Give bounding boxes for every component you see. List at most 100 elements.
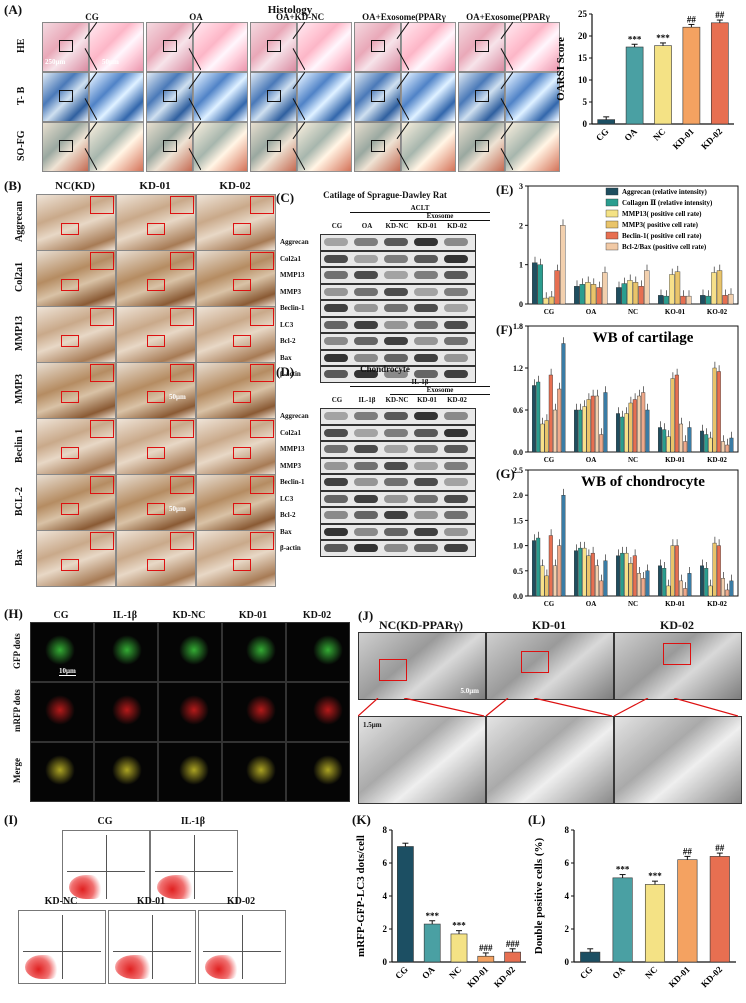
histology-overview-image: [42, 72, 89, 122]
ihc-row-label-4: Beclin 1: [14, 428, 25, 463]
flow-cytometry-plot: [62, 830, 150, 904]
wb-title: Catilage of Sprague-Dawley Rat: [323, 190, 447, 200]
chart-title: WB of cartilage: [593, 330, 694, 346]
panel-label-k: (K): [352, 812, 371, 827]
histology-row-label-1: T- B: [16, 86, 27, 106]
bar-KD-02: [504, 951, 521, 963]
bar-KO-02-4: [722, 295, 728, 305]
histology-overview-image: [354, 22, 401, 72]
bar-KD-01-4: [674, 545, 679, 597]
wb-strip: [320, 333, 476, 350]
histology-zoom-image: [505, 72, 560, 122]
y-tick-label: 10: [578, 75, 588, 85]
legend-swatch: [605, 242, 619, 251]
legend-swatch: [605, 220, 619, 229]
wb-lane-label: KD-NC: [385, 222, 409, 230]
zoom-connector-lines: [358, 698, 738, 717]
wb-row-label: LC3: [280, 494, 294, 503]
bar-OA-5: [594, 565, 599, 597]
y-tick-label: 0.6: [513, 406, 523, 415]
cell-signal: [246, 755, 276, 785]
wb-band: [354, 511, 378, 519]
wb-band: [444, 412, 468, 420]
zoom-region-box: [233, 335, 251, 347]
quadrant-line-h: [67, 871, 145, 872]
cell-signal: [179, 695, 209, 725]
flow-cytometry-plot: [18, 910, 106, 984]
fluor-col-1: IL-1β: [112, 610, 138, 621]
y-axis-label: Double positive cells (%): [533, 837, 545, 954]
wb-lane-label: KD-01: [417, 222, 437, 230]
histology-zoom-image: [401, 22, 456, 72]
y-tick-label: 20: [578, 31, 588, 41]
cell-signal: [313, 635, 343, 665]
wb-strip: [320, 441, 476, 458]
cell-signal: [112, 695, 142, 725]
zoom-inset-box: [250, 532, 274, 550]
zoom-region-box: [266, 39, 281, 52]
fluor-col-2: KD-NC: [172, 610, 206, 621]
zoom-region-box: [233, 391, 251, 403]
zoom-region-box: [233, 223, 251, 235]
x-tick-label: CG: [544, 456, 555, 464]
bar-CG: [580, 951, 601, 963]
histology-overview-image: [250, 122, 297, 172]
wb-band: [414, 478, 438, 486]
zoom-region-box: [521, 651, 549, 673]
fluorescence-image: [286, 622, 350, 682]
ihc-image: [36, 474, 116, 531]
wb-strip: [320, 474, 476, 491]
y-tick-label: 3: [519, 182, 523, 191]
ihc-image: [196, 474, 276, 531]
bar-KD-01: [682, 26, 701, 125]
cell-signal: [45, 755, 75, 785]
tem-col-0: NC(KD-PPARγ): [378, 618, 464, 632]
x-tick-label: KD-01: [465, 964, 490, 989]
bar-KD-02-1: [704, 568, 709, 597]
zoom-region-box: [61, 223, 79, 235]
bar-CG: [397, 846, 414, 963]
wb-row-label: β-actin: [280, 544, 301, 552]
bar-CG-5: [553, 409, 558, 453]
histology-zoom-image: [89, 72, 144, 122]
wb-band: [414, 353, 438, 362]
zoom-region-box: [58, 39, 73, 52]
bar-KO-01-2: [669, 274, 675, 305]
y-tick-label: 6: [565, 858, 570, 868]
wb-band: [324, 527, 348, 536]
wb-band: [324, 254, 348, 263]
wb-band: [414, 527, 438, 536]
panel-label-l: (L): [528, 812, 546, 827]
zoom-region-box: [147, 279, 165, 291]
histology-col-0: CG: [85, 12, 99, 22]
zoom-inset-box: [170, 420, 194, 438]
y-tick-label: 1.5: [513, 516, 523, 525]
zoom-inset-box: [250, 476, 274, 494]
bar-KO-01-0: [657, 295, 664, 305]
cell-population: [157, 875, 195, 899]
wb-lane-label: CG: [331, 396, 343, 404]
legend-label: Bcl-2/Bax (positive cell rate): [622, 243, 707, 251]
y-tick-label: 2: [383, 924, 388, 934]
significance-label: ***: [628, 34, 642, 44]
ihc-image: 50μm: [116, 474, 196, 531]
cell-signal: [179, 755, 209, 785]
y-tick-label: 0: [519, 300, 523, 309]
bar-KD-02-1: [704, 434, 709, 453]
tem-col-1: KD-01: [532, 618, 566, 632]
x-tick-label: KD-02: [492, 964, 517, 989]
zoom-inset-box: [90, 420, 114, 438]
zoom-connector-lines: [292, 122, 305, 170]
bar-CG-3: [544, 575, 549, 597]
wb-strip: [320, 316, 476, 333]
cell-signal: [179, 635, 209, 665]
zoom-connector-lines: [188, 22, 201, 70]
significance-label: ***: [648, 871, 662, 881]
significance-label: ##: [715, 843, 725, 853]
bar-OA-2: [585, 282, 591, 305]
wb-strip: [320, 300, 476, 317]
histology-zoom-image: [505, 22, 560, 72]
cell-population: [205, 955, 239, 979]
wb-strip: [320, 457, 476, 474]
fluor-col-3: KD-01: [238, 610, 268, 621]
